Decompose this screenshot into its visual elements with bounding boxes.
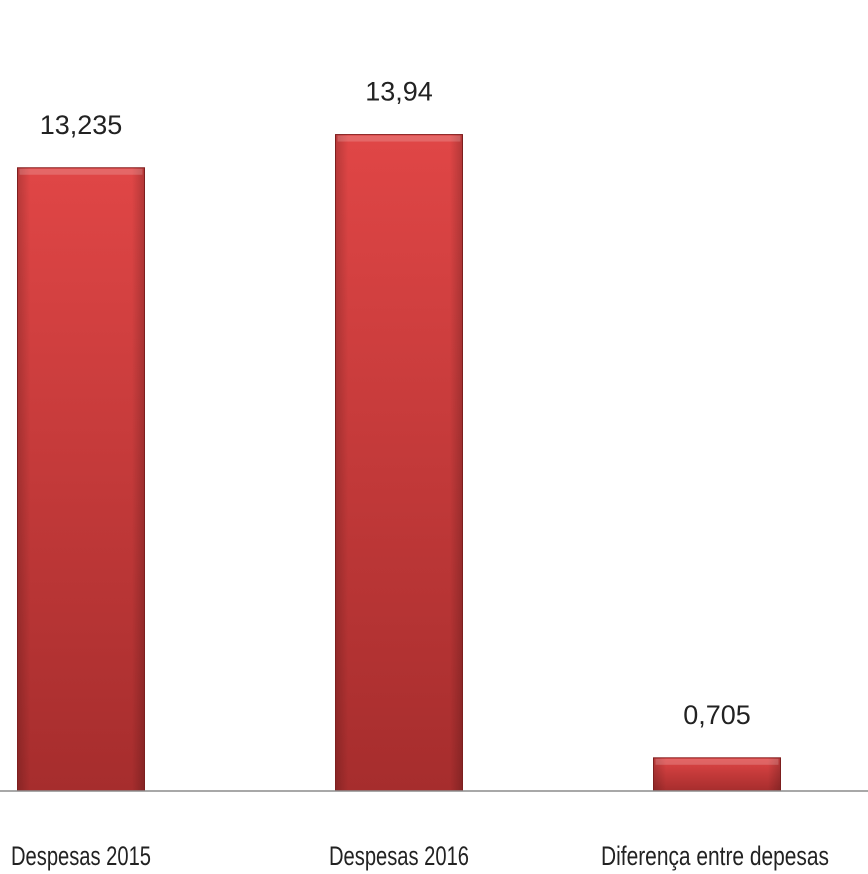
category-label-1: Despesas 2015 bbox=[11, 841, 151, 871]
data-label-3: 0,705 bbox=[683, 700, 751, 730]
data-label-1: 13,235 bbox=[40, 110, 123, 140]
bars bbox=[17, 134, 781, 792]
category-label-2: Despesas 2016 bbox=[329, 841, 469, 871]
bar-highlight-2 bbox=[337, 135, 461, 142]
labels: 13,235 Despesas 2015 13,94 Despesas 2016 0,7… bbox=[11, 77, 829, 871]
category-label-3: Diferença entre depesas bbox=[601, 841, 829, 871]
bar-shade-2 bbox=[335, 134, 463, 791]
bar-shade-1 bbox=[17, 167, 145, 791]
bar-highlight-3 bbox=[655, 758, 779, 765]
bar-highlight-1 bbox=[19, 168, 143, 175]
bar-shade-3 bbox=[653, 757, 781, 791]
data-label-2: 13,94 bbox=[365, 77, 433, 107]
